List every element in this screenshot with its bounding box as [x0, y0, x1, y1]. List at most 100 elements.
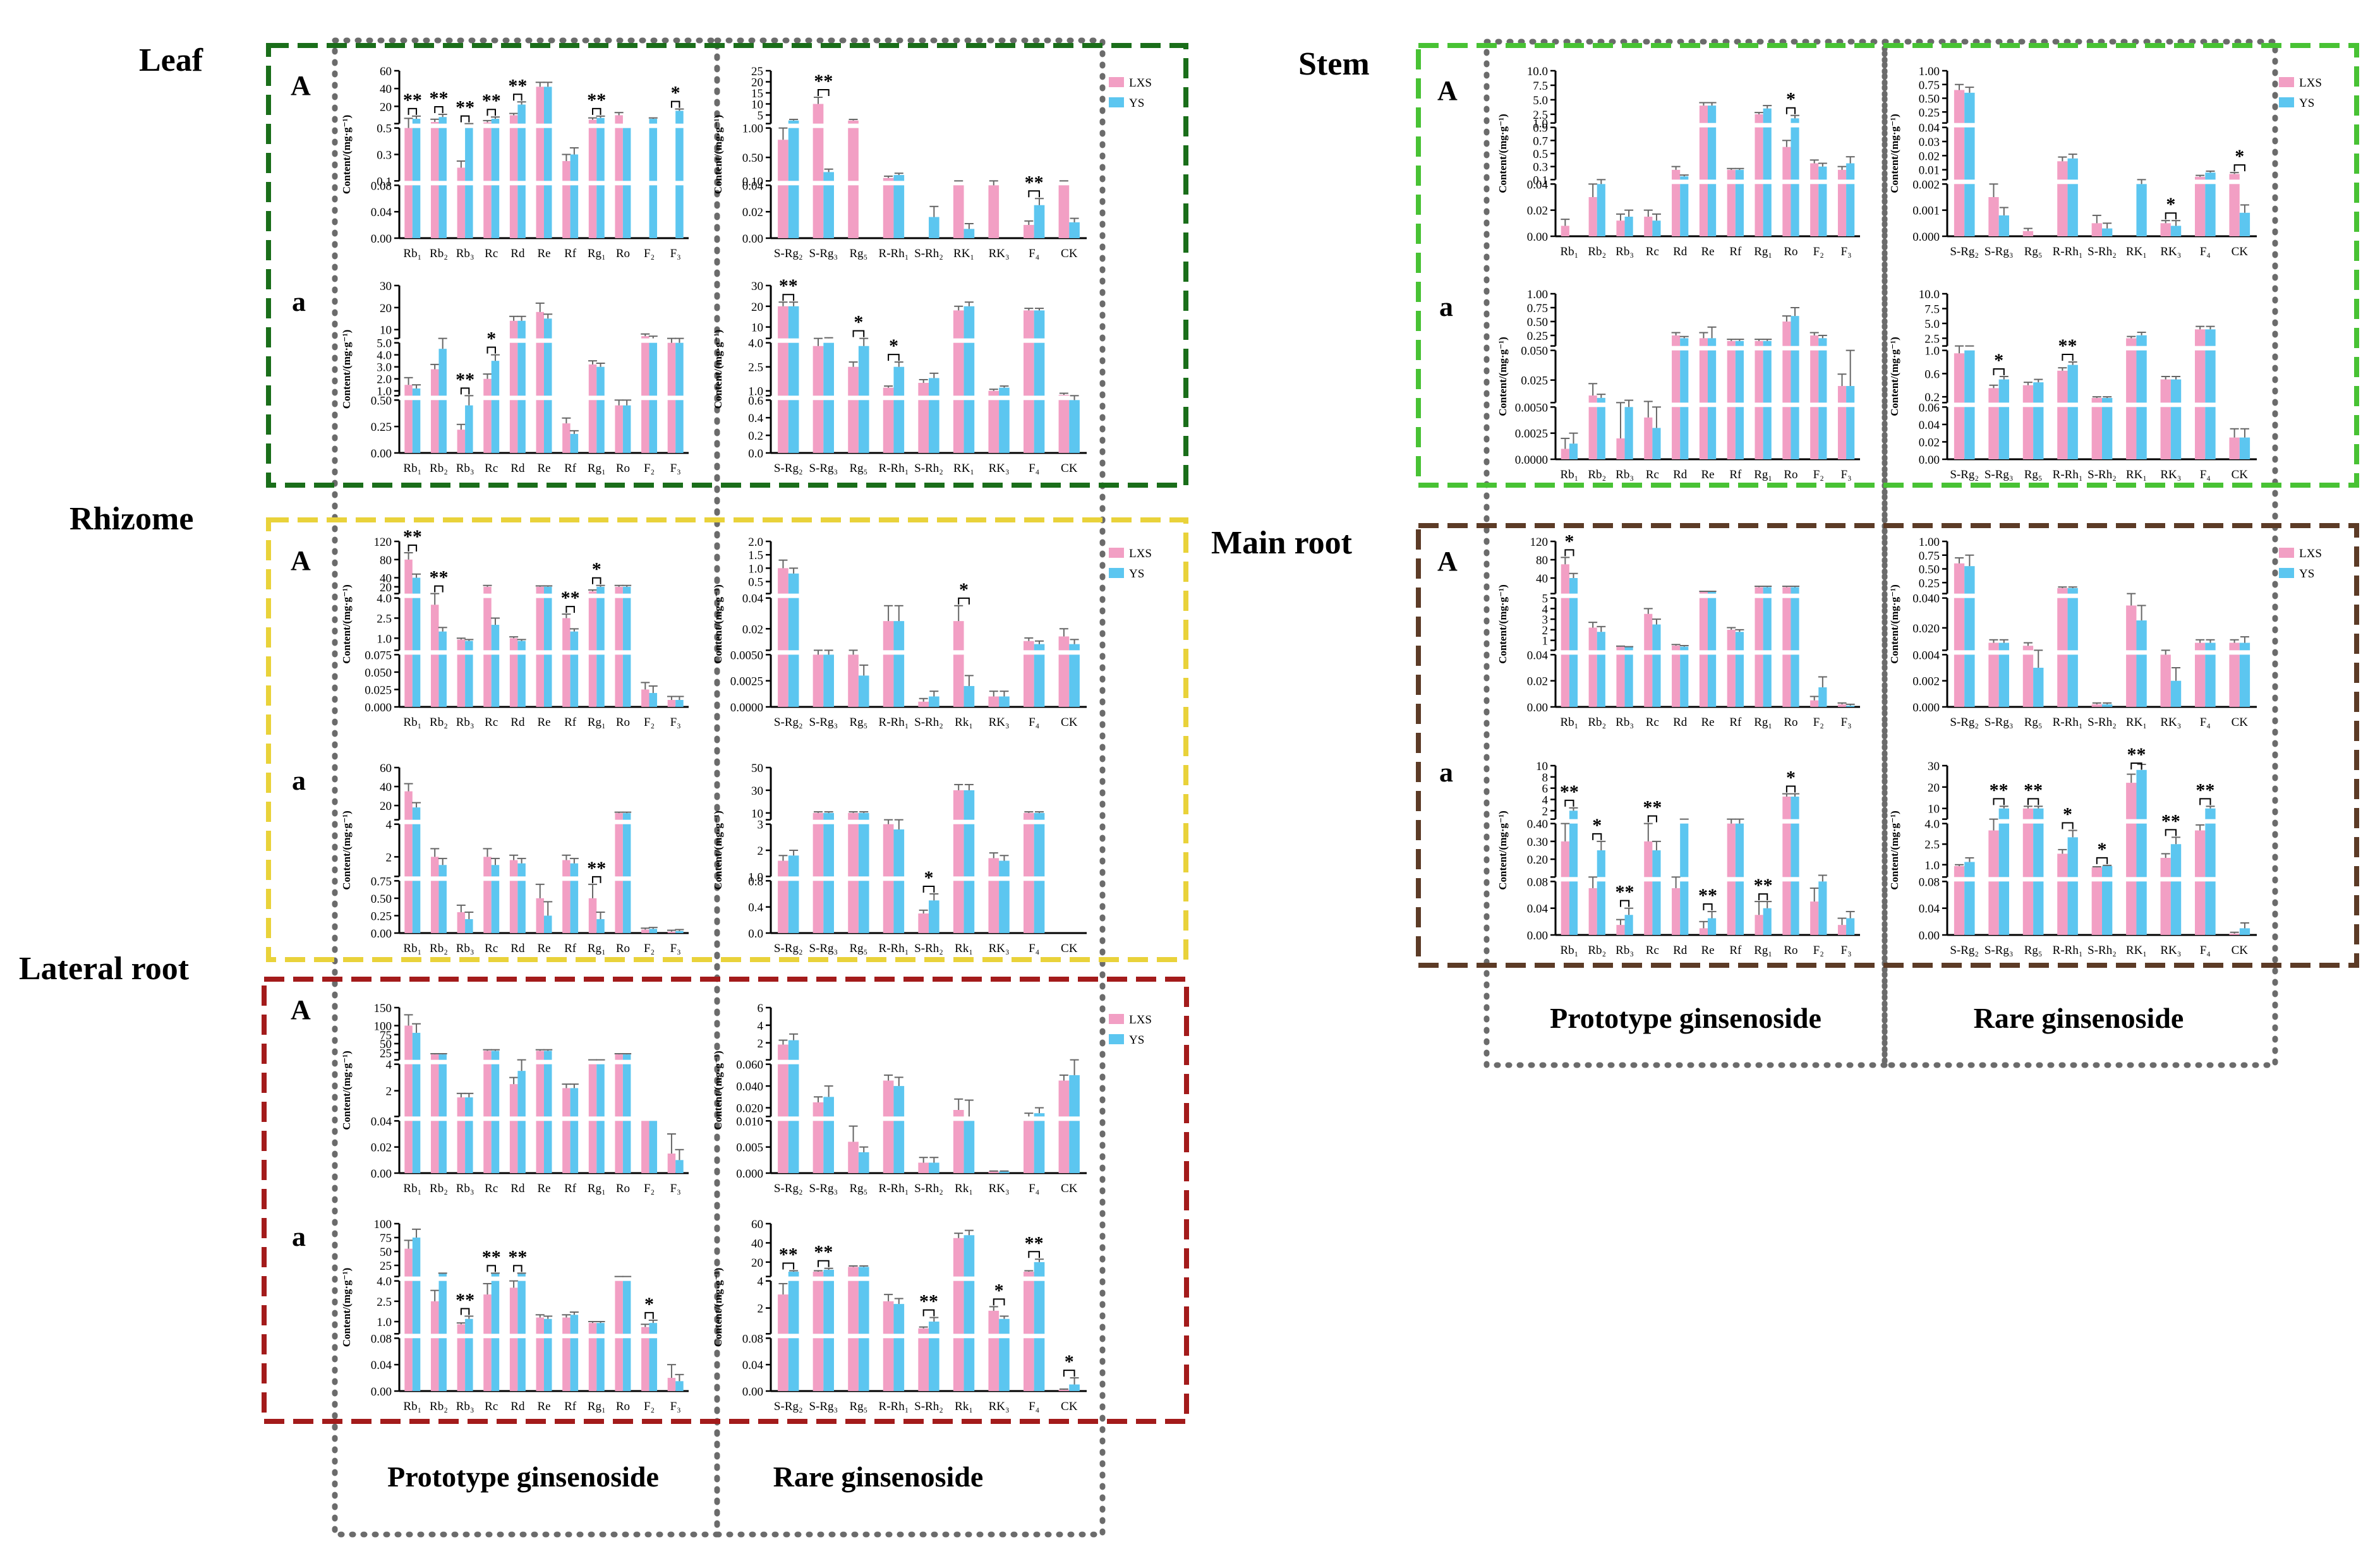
x-tick-label: Rc: [485, 1400, 498, 1413]
x-tick-label: Rb₂: [430, 462, 448, 475]
significance-label: *: [671, 83, 680, 104]
bar-ys-5: [963, 1281, 975, 1334]
bars: [1954, 325, 2250, 459]
bar-lxs-0: [1561, 841, 1569, 877]
bar-ys-3: [491, 128, 500, 181]
bar-lxs-6: [988, 400, 1000, 453]
y-tick-label: 0.0: [748, 927, 763, 941]
bar-ys-10: [675, 400, 684, 453]
bars: [778, 1229, 1080, 1391]
bar-lxs-3: [883, 621, 894, 651]
significance-label: **: [2024, 780, 2043, 800]
panel-rhizome-a-rare: 0.0 0.4 0.81.0 2 310 30 50 Content/(mg·g⁻¹) S-Rg…: [712, 762, 1087, 955]
x-tick-label: Rb₂: [430, 716, 448, 729]
y-tick-label: 4: [1542, 603, 1549, 616]
y-tick-label: 20: [751, 301, 763, 314]
bar-lxs-3: [483, 185, 492, 238]
bar-lxs-7: [1755, 587, 1763, 594]
bar-lxs-1: [812, 1272, 824, 1277]
bar-ys-0: [412, 807, 421, 820]
y-tick-label: 5.0: [1924, 318, 1940, 331]
bar-ys-8: [622, 405, 631, 453]
bar-ys-5: [544, 318, 552, 339]
bar-ys-5: [544, 915, 552, 933]
x-tick-label: Rg₁: [1754, 716, 1772, 729]
y-tick-label: 20: [380, 581, 392, 594]
y-tick-label: 1.0: [748, 562, 763, 576]
significance-bracket: [486, 109, 496, 116]
row-label-lateral-A: A: [291, 994, 311, 1025]
y-tick-label: 5.0: [377, 337, 392, 351]
y-tick-label: 0.25: [1919, 106, 1940, 119]
bars: [1561, 793, 1855, 935]
bar-ys-5: [963, 1121, 975, 1173]
bar-lxs-1: [812, 128, 824, 181]
bar-lxs-8: [1058, 1389, 1070, 1391]
bar-lxs-8: [2229, 642, 2240, 651]
legend-swatch-lxs: [1109, 548, 1124, 558]
bar-lxs-0: [778, 598, 788, 651]
x-tick-label: Re: [1701, 944, 1714, 957]
bar-lxs-8: [1058, 1121, 1070, 1173]
significance-bracket: [592, 876, 601, 883]
bar-lxs-0: [1954, 407, 1965, 459]
bar-lxs-1: [430, 605, 439, 651]
y-tick-label: 0.50: [742, 152, 763, 165]
x-tick-label: F₂: [644, 1400, 655, 1413]
bar-lxs-3: [883, 185, 894, 238]
bar-ys-4: [1680, 654, 1689, 707]
bar-ys-1: [823, 1121, 834, 1173]
bar-lxs-7: [1755, 350, 1763, 403]
y-tick-label: 0.02: [1527, 205, 1548, 218]
bar-ys-9: [649, 1338, 658, 1391]
bar-lxs-7: [1024, 225, 1034, 238]
panel-mainroot-A-rare: 0.000 0.002 0.004 0.020 0.040 0.250.500.751.0…: [1888, 536, 2322, 729]
bar-ys-9: [649, 128, 658, 181]
significance-label: **: [456, 1289, 474, 1310]
bar-ys-2: [465, 1121, 473, 1173]
bar-lxs-6: [562, 1317, 571, 1334]
bar-ys-1: [438, 185, 447, 238]
bar-ys-8: [622, 185, 631, 238]
bar-ys-10: [675, 342, 684, 396]
bar-ys-3: [491, 185, 500, 238]
significance-label: *: [959, 579, 969, 600]
bar-ys-3: [491, 1281, 500, 1334]
y-tick-label: 0.4: [748, 901, 763, 915]
x-tick-label: Rg₁: [588, 716, 606, 729]
bar-ys-6: [570, 881, 579, 933]
bar-ys-1: [823, 824, 834, 877]
x-tick-label: Rf: [1729, 468, 1742, 481]
bar-lxs-5: [953, 790, 964, 820]
bar-ys-0: [412, 881, 421, 933]
x-tick-label: RK₃: [2160, 944, 2181, 957]
x-tick-label: RK₃: [989, 462, 1010, 475]
bar-lxs-1: [430, 185, 439, 238]
x-tick-label: RK₁: [953, 462, 974, 475]
y-tick-label: 2.0: [748, 536, 763, 549]
bar-ys-1: [438, 654, 447, 707]
bar-ys-2: [858, 400, 869, 453]
bar-lxs-8: [615, 1338, 623, 1391]
bar-lxs-3: [483, 1121, 492, 1173]
y-tick-label: 1.0: [377, 1316, 392, 1329]
bar-lxs-4: [509, 654, 518, 707]
y-tick-label: 0.08: [371, 179, 392, 193]
bar-lxs-0: [1954, 184, 1965, 236]
bar-ys-7: [1034, 812, 1045, 820]
bar-ys-0: [1569, 443, 1578, 459]
y-tick-label: 0.06: [1919, 401, 1940, 414]
bar-lxs-2: [848, 1338, 859, 1391]
bar-ys-3: [893, 1086, 905, 1117]
significance-bracket: [922, 886, 935, 893]
bar-ys-5: [544, 598, 552, 651]
y-axis-title: Content/(mg·g⁻¹): [712, 811, 724, 890]
bar-lxs-0: [404, 128, 413, 181]
significance-bracket: [670, 100, 680, 108]
significance-label: **: [429, 567, 448, 588]
bar-ys-0: [412, 824, 421, 877]
y-tick-label: 0.3: [1533, 161, 1548, 174]
bar-ys-3: [893, 654, 905, 707]
bar-ys-0: [1964, 654, 1975, 707]
bar-ys-1: [823, 1270, 834, 1277]
